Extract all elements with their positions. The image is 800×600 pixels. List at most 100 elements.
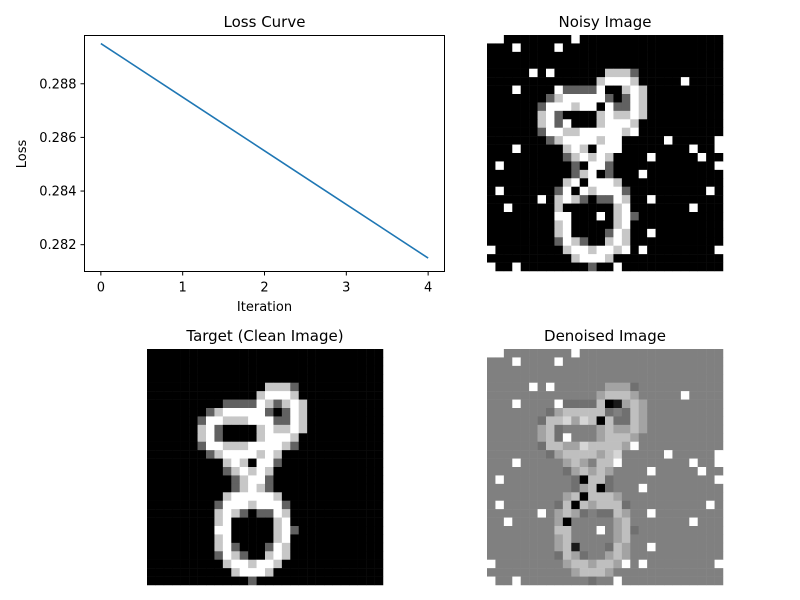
pixel-cell	[324, 382, 333, 392]
pixel-cell	[588, 568, 597, 577]
pixel-cell	[520, 399, 530, 409]
pixel-cell	[495, 77, 505, 86]
pixel-cell	[680, 119, 690, 128]
pixel-cell	[621, 576, 631, 586]
pixel-cell	[495, 399, 505, 409]
pixel-cell	[273, 416, 283, 426]
pixel-cell	[537, 500, 547, 510]
pixel-cell	[638, 492, 648, 501]
pixel-cell	[487, 500, 496, 510]
pixel-cell	[596, 136, 606, 145]
pixel-cell	[155, 576, 165, 586]
pixel-cell	[546, 450, 555, 459]
pixel-cell	[324, 559, 333, 569]
pixel-cell	[349, 374, 358, 383]
pixel-cell	[630, 568, 639, 577]
pixel-cell	[714, 492, 724, 501]
pixel-cell	[613, 169, 623, 179]
pixel-cell	[495, 85, 505, 95]
pixel-cell	[231, 568, 240, 577]
pixel-cell	[672, 77, 682, 86]
denoised-image-subplot: Denoised Image	[487, 327, 724, 586]
pixel-cell	[605, 509, 614, 518]
pixel-cell	[689, 153, 698, 162]
pixel-cell	[495, 144, 505, 154]
pixel-cell	[605, 195, 614, 204]
pixel-cell	[180, 433, 190, 442]
pixel-cell	[630, 526, 639, 535]
pixel-cell	[529, 110, 538, 120]
pixel-cell	[163, 568, 173, 577]
pixel-cell	[155, 399, 165, 409]
pixel-cell	[503, 110, 513, 120]
pixel-cell	[554, 169, 564, 179]
pixel-cell	[621, 102, 631, 112]
pixel-cell	[172, 450, 181, 459]
pixel-cell	[349, 408, 358, 417]
pixel-cell	[613, 391, 623, 400]
pixel-cell	[495, 237, 505, 246]
pixel-cell	[147, 475, 156, 485]
pixel-cell	[512, 568, 521, 577]
pixel-cell	[697, 254, 707, 263]
pixel-cell	[487, 212, 496, 221]
pixel-cell	[366, 509, 375, 518]
pixel-cell	[197, 576, 207, 586]
pixel-cell	[554, 203, 564, 213]
pixel-cell	[638, 169, 648, 179]
pixel-cell	[487, 349, 496, 358]
pixel-cell	[546, 60, 555, 69]
pixel-cell	[579, 245, 589, 255]
pixel-cell	[512, 127, 521, 137]
pixel-cell	[495, 195, 505, 204]
pixel-cell	[529, 237, 538, 246]
pixel-cell	[689, 416, 698, 426]
loss-curve-ylabel: Loss	[15, 140, 30, 169]
pixel-cell	[495, 408, 505, 417]
pixel-cell	[596, 94, 606, 103]
pixel-cell	[163, 424, 173, 434]
pixel-cell	[630, 509, 639, 518]
pixel-cell	[147, 391, 156, 400]
pixel-cell	[281, 365, 291, 375]
pixel-cell	[324, 433, 333, 442]
pixel-cell	[579, 85, 589, 95]
pixel-cell	[265, 576, 274, 586]
pixel-cell	[520, 77, 530, 86]
pixel-cell	[638, 408, 648, 417]
pixel-cell	[596, 416, 606, 426]
pixel-cell	[512, 77, 521, 86]
pixel-cell	[655, 408, 665, 417]
pixel-cell	[579, 51, 589, 61]
pixel-cell	[214, 509, 224, 518]
pixel-cell	[672, 102, 682, 112]
pixel-cell	[239, 509, 249, 518]
pixel-cell	[366, 492, 375, 501]
pixel-cell	[655, 357, 665, 367]
pixel-cell	[366, 534, 375, 544]
pixel-cell	[562, 517, 572, 527]
pixel-cell	[680, 262, 690, 272]
pixel-cell	[571, 500, 580, 510]
pixel-cell	[281, 483, 291, 493]
pixel-cell	[697, 68, 707, 78]
pixel-cell	[605, 136, 614, 145]
pixel-cell	[596, 43, 606, 53]
pixel-cell	[155, 382, 165, 392]
pixel-cell	[672, 458, 682, 468]
pixel-cell	[638, 441, 648, 451]
pixel-cell	[256, 450, 266, 459]
pixel-cell	[222, 467, 232, 476]
pixel-cell	[180, 450, 190, 459]
pixel-cell	[265, 424, 274, 434]
pixel-cell	[613, 144, 623, 154]
pixel-cell	[231, 433, 240, 442]
pixel-cell	[495, 492, 505, 501]
pixel-cell	[562, 186, 572, 196]
pixel-cell	[537, 551, 547, 560]
pixel-cell	[655, 450, 665, 459]
pixel-cell	[315, 475, 325, 485]
pixel-cell	[307, 483, 316, 493]
pixel-cell	[206, 357, 215, 367]
pixel-cell	[672, 237, 682, 246]
